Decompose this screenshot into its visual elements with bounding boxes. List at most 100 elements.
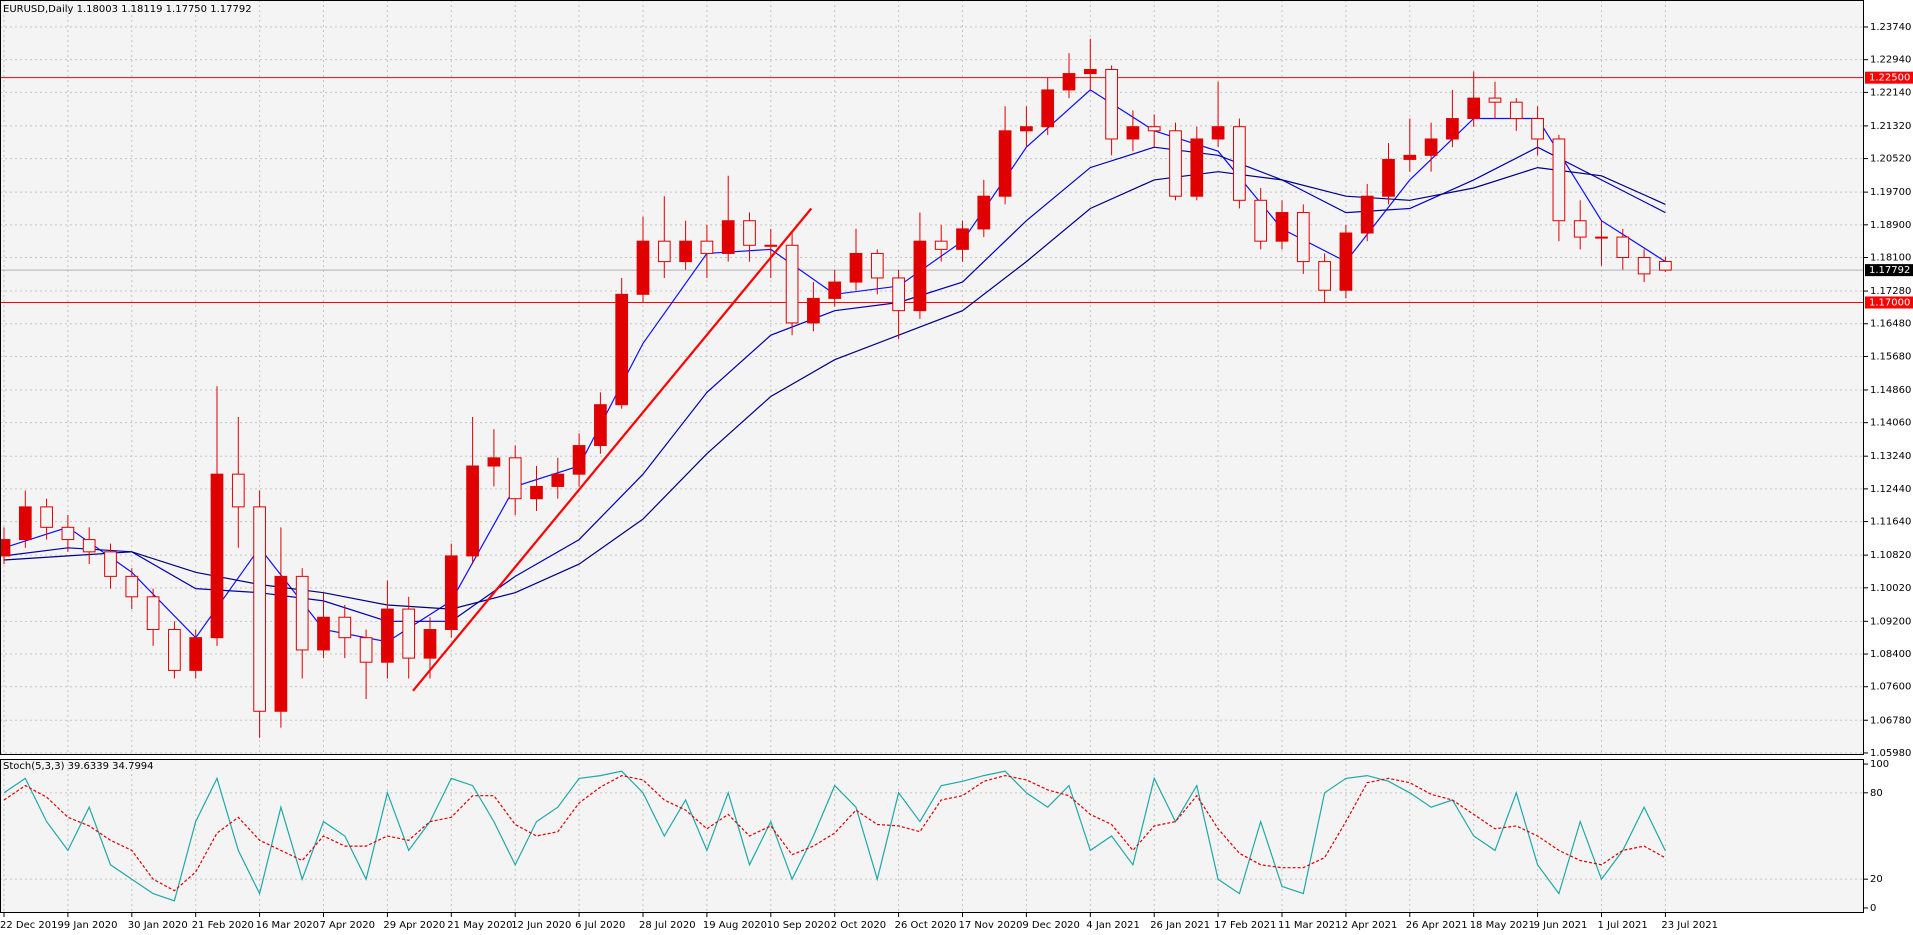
candle-body bbox=[1083, 68, 1097, 75]
y-tick-label: 1.22940 bbox=[1870, 55, 1911, 66]
candle-body bbox=[657, 240, 671, 263]
candle-body bbox=[1126, 126, 1140, 140]
candle-body bbox=[1169, 130, 1182, 197]
x-tick-label: 29 Apr 2020 bbox=[383, 920, 445, 931]
stoch-line bbox=[3, 770, 1666, 902]
candle-body bbox=[1275, 212, 1289, 242]
candle-body bbox=[636, 240, 650, 295]
candle-body bbox=[487, 457, 501, 467]
candle-body bbox=[998, 130, 1012, 197]
x-tick-label: 9 Jan 2020 bbox=[64, 920, 118, 931]
y-tick-label: 1.14860 bbox=[1870, 385, 1911, 396]
y-tick-label: 1.12440 bbox=[1870, 484, 1911, 495]
candle-body bbox=[104, 551, 117, 577]
candle-body bbox=[530, 485, 543, 500]
x-tick-label: 9 Jun 2021 bbox=[1534, 920, 1588, 931]
x-tick-label: 12 Jun 2020 bbox=[511, 920, 571, 931]
candle-body bbox=[849, 252, 863, 283]
candle-body bbox=[572, 445, 586, 475]
candle-body bbox=[274, 575, 288, 712]
candle-body bbox=[125, 575, 139, 598]
candle-body bbox=[1659, 260, 1672, 271]
y-tick-label: 1.10020 bbox=[1870, 583, 1911, 594]
x-tick-label: 21 Feb 2020 bbox=[192, 920, 254, 931]
candle-body bbox=[743, 220, 756, 246]
candle-body bbox=[508, 457, 522, 500]
y-tick-label: 1.18900 bbox=[1870, 220, 1911, 231]
level-price-box bbox=[1865, 71, 1913, 84]
y-tick-label: 1.16480 bbox=[1870, 319, 1911, 330]
indicator-border bbox=[0, 759, 1864, 913]
candle-body bbox=[295, 575, 309, 651]
x-tick-label: 7 Apr 2020 bbox=[320, 920, 375, 931]
y-tick-label: 1.17280 bbox=[1870, 286, 1911, 297]
axes: 1.05980 1.06780 1.07600 1.08400 1.09200 1.100… bbox=[0, 22, 1913, 931]
candle-body bbox=[168, 629, 181, 671]
candle-body bbox=[977, 195, 991, 230]
x-tick-label: 26 Jan 2021 bbox=[1150, 920, 1210, 931]
y-tick-label: 0 bbox=[1870, 903, 1876, 914]
candle-body bbox=[1190, 138, 1204, 197]
x-tick-label: 17 Feb 2021 bbox=[1214, 920, 1276, 931]
price-plot bbox=[0, 38, 1864, 738]
y-tick-label: 1.06780 bbox=[1870, 715, 1911, 726]
candle-body bbox=[1020, 126, 1033, 132]
candle-body bbox=[785, 244, 799, 324]
x-tick-label: 16 Mar 2020 bbox=[256, 920, 319, 931]
candle-body bbox=[1296, 212, 1310, 263]
y-tick-label: 1.09200 bbox=[1870, 616, 1911, 627]
candle-body bbox=[615, 293, 629, 406]
y-tick-label: 1.05980 bbox=[1870, 748, 1911, 759]
symbol-header: EURUSD,Daily 1.18003 1.18119 1.17750 1.1… bbox=[3, 4, 252, 15]
candle-body bbox=[381, 608, 394, 663]
candle-body bbox=[1509, 101, 1523, 120]
y-tick-label: 1.07600 bbox=[1870, 682, 1911, 693]
trendline bbox=[412, 207, 813, 692]
candle-body bbox=[1573, 220, 1587, 238]
candle-body bbox=[1254, 199, 1268, 242]
indicator-panel bbox=[0, 759, 1864, 913]
y-tick-label: 80 bbox=[1870, 788, 1883, 799]
x-tick-label: 10 Sep 2020 bbox=[767, 920, 830, 931]
y-tick-label: 100 bbox=[1870, 759, 1889, 770]
candle-body bbox=[1403, 154, 1417, 160]
candle-body bbox=[679, 240, 692, 263]
x-tick-label: 30 Jan 2020 bbox=[128, 920, 188, 931]
candle-body bbox=[1318, 261, 1331, 291]
level-price-box bbox=[1865, 296, 1913, 309]
candle-body bbox=[1424, 138, 1438, 156]
candle-body bbox=[870, 252, 884, 279]
x-tick-label: 9 Dec 2020 bbox=[1022, 920, 1080, 931]
candle-body bbox=[402, 608, 416, 659]
x-tick-label: 26 Apr 2021 bbox=[1406, 920, 1468, 931]
candle-body bbox=[1062, 73, 1076, 91]
candle-body bbox=[700, 240, 714, 254]
candle-body bbox=[1041, 89, 1055, 128]
candle-body bbox=[189, 637, 203, 671]
y-tick-label: 1.22140 bbox=[1870, 87, 1911, 98]
candle-body bbox=[934, 240, 948, 250]
main-border bbox=[0, 0, 1864, 755]
candle-body bbox=[764, 244, 778, 247]
candle-body bbox=[253, 506, 266, 712]
candle-body bbox=[338, 616, 352, 639]
candle-body bbox=[892, 277, 905, 312]
candle-body bbox=[18, 506, 32, 541]
x-tick-label: 11 Mar 2021 bbox=[1278, 920, 1341, 931]
candle-body bbox=[1360, 195, 1374, 234]
y-tick-label: 1.21320 bbox=[1870, 121, 1911, 132]
candle-body bbox=[444, 555, 458, 631]
candle-body bbox=[1211, 126, 1225, 140]
x-tick-label: 28 Jul 2020 bbox=[639, 920, 696, 931]
last-price-label: 1.17792 bbox=[1869, 265, 1910, 276]
level-price-label: 1.17000 bbox=[1869, 297, 1910, 308]
candle-body bbox=[40, 506, 53, 528]
candle-body bbox=[146, 596, 160, 631]
y-tick-label: 1.20520 bbox=[1870, 154, 1911, 165]
x-tick-label: 2 Apr 2021 bbox=[1342, 920, 1397, 931]
candle-body bbox=[231, 473, 245, 508]
stoch-line bbox=[3, 774, 1666, 892]
y-tick-label: 1.18100 bbox=[1870, 253, 1911, 264]
